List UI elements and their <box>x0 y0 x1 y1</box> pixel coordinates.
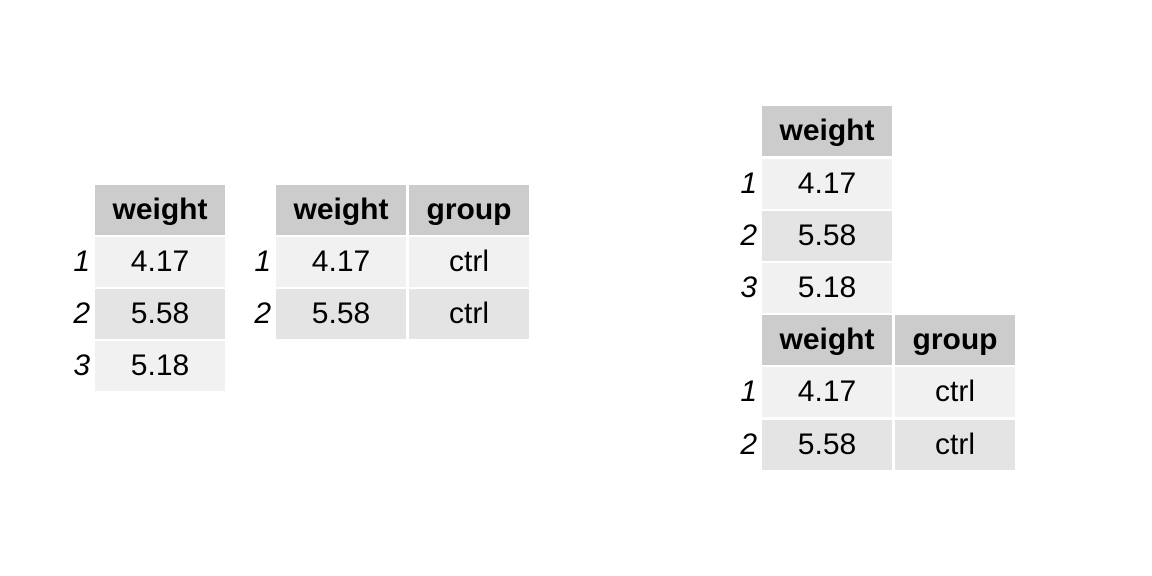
table-cell-weight: 4.17 <box>276 237 406 287</box>
row-name: 1 <box>740 375 757 408</box>
table-cell-weight: 5.58 <box>762 211 892 261</box>
row-name: 2 <box>73 297 90 330</box>
table-cell-weight: 5.18 <box>95 341 225 391</box>
table-cell-weight: 5.58 <box>95 289 225 339</box>
row-name: 2 <box>254 297 271 330</box>
row-name: 3 <box>73 349 90 382</box>
table-cell-group: ctrl <box>895 367 1015 417</box>
column-header-weight: weight <box>276 185 406 235</box>
table-cell-weight: 4.17 <box>762 367 892 417</box>
table-cell-group: ctrl <box>409 289 529 339</box>
column-header-weight: weight <box>762 106 892 156</box>
row-name: 1 <box>740 167 757 200</box>
table-cell-weight: 5.18 <box>762 263 892 313</box>
row-name: 2 <box>740 219 757 252</box>
column-header-group: group <box>895 315 1015 365</box>
column-header-weight: weight <box>95 185 225 235</box>
row-name: 1 <box>254 245 271 278</box>
table-cell-weight: 4.17 <box>95 237 225 287</box>
table-cell-group: ctrl <box>409 237 529 287</box>
table-cell-weight: 5.58 <box>762 420 892 470</box>
table-cell-group: ctrl <box>895 420 1015 470</box>
row-name: 2 <box>740 428 757 461</box>
row-name: 1 <box>73 245 90 278</box>
column-header-group: group <box>409 185 529 235</box>
table-cell-weight: 4.17 <box>762 159 892 209</box>
table-cell-weight: 5.58 <box>276 289 406 339</box>
column-header-weight: weight <box>762 315 892 365</box>
row-name: 3 <box>740 271 757 304</box>
